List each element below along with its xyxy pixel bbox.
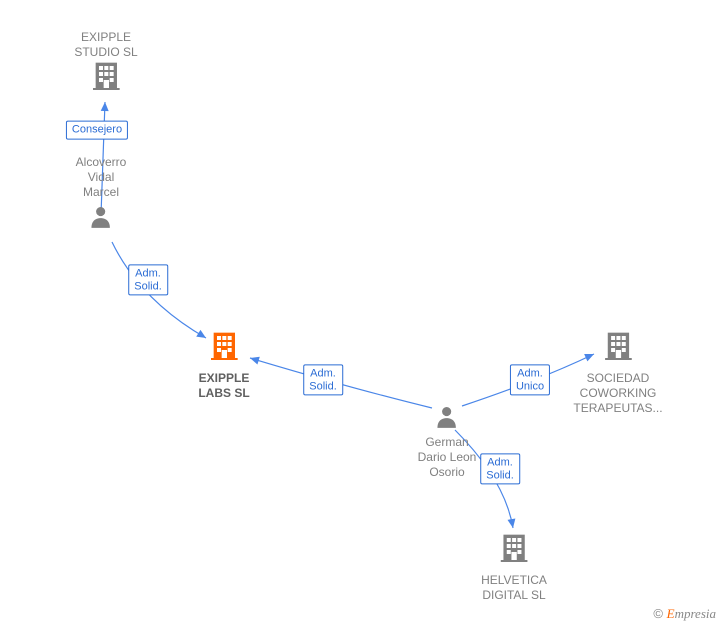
edge-label-e2: Adm. Solid. [128,264,168,295]
edge-label-e3: Adm. Solid. [303,364,343,395]
node-label: HELVETICA DIGITAL SL [481,573,547,603]
person-icon [88,204,114,230]
edge-arrow-e5 [507,518,516,528]
node-label: Alcoverro Vidal Marcel [76,155,127,200]
building-icon [90,60,122,92]
company-icon-wrap [74,60,137,101]
node-exipple_labs[interactable]: EXIPPLE LABS SL [198,330,249,401]
person-icon-wrap [418,400,477,435]
diagram-canvas: EXIPPLE STUDIO SL Alcoverro Vidal Marcel E… [0,0,728,630]
edge-arrow-e3 [249,354,260,364]
copyright-symbol: © [653,606,663,621]
node-label: German Dario Leon Osorio [418,435,477,480]
building-icon [208,330,240,362]
node-german[interactable]: German Dario Leon Osorio [418,400,477,480]
brand-name: Empresia [667,606,716,621]
node-sociedad_coworking[interactable]: SOCIEDAD COWORKING TERAPEUTAS... [573,330,662,416]
node-label: EXIPPLE STUDIO SL [74,30,137,60]
person-icon-wrap [76,200,127,235]
company-icon-wrap [198,330,249,371]
node-alcoverro[interactable]: Alcoverro Vidal Marcel [76,155,127,235]
person-icon [434,404,460,430]
building-icon [602,330,634,362]
edge-arrow-e1 [101,102,109,111]
node-label: SOCIEDAD COWORKING TERAPEUTAS... [573,371,662,416]
company-icon-wrap [573,330,662,371]
company-icon-wrap [481,532,547,573]
building-icon [498,532,530,564]
edge-label-e5: Adm. Solid. [480,453,520,484]
node-exipple_studio[interactable]: EXIPPLE STUDIO SL [74,30,137,101]
copyright: © Empresia [653,606,716,622]
node-label: EXIPPLE LABS SL [198,371,249,401]
node-helvetica[interactable]: HELVETICA DIGITAL SL [481,532,547,603]
edge-label-e1: Consejero [66,121,128,140]
edge-label-e4: Adm. Unico [510,364,550,395]
